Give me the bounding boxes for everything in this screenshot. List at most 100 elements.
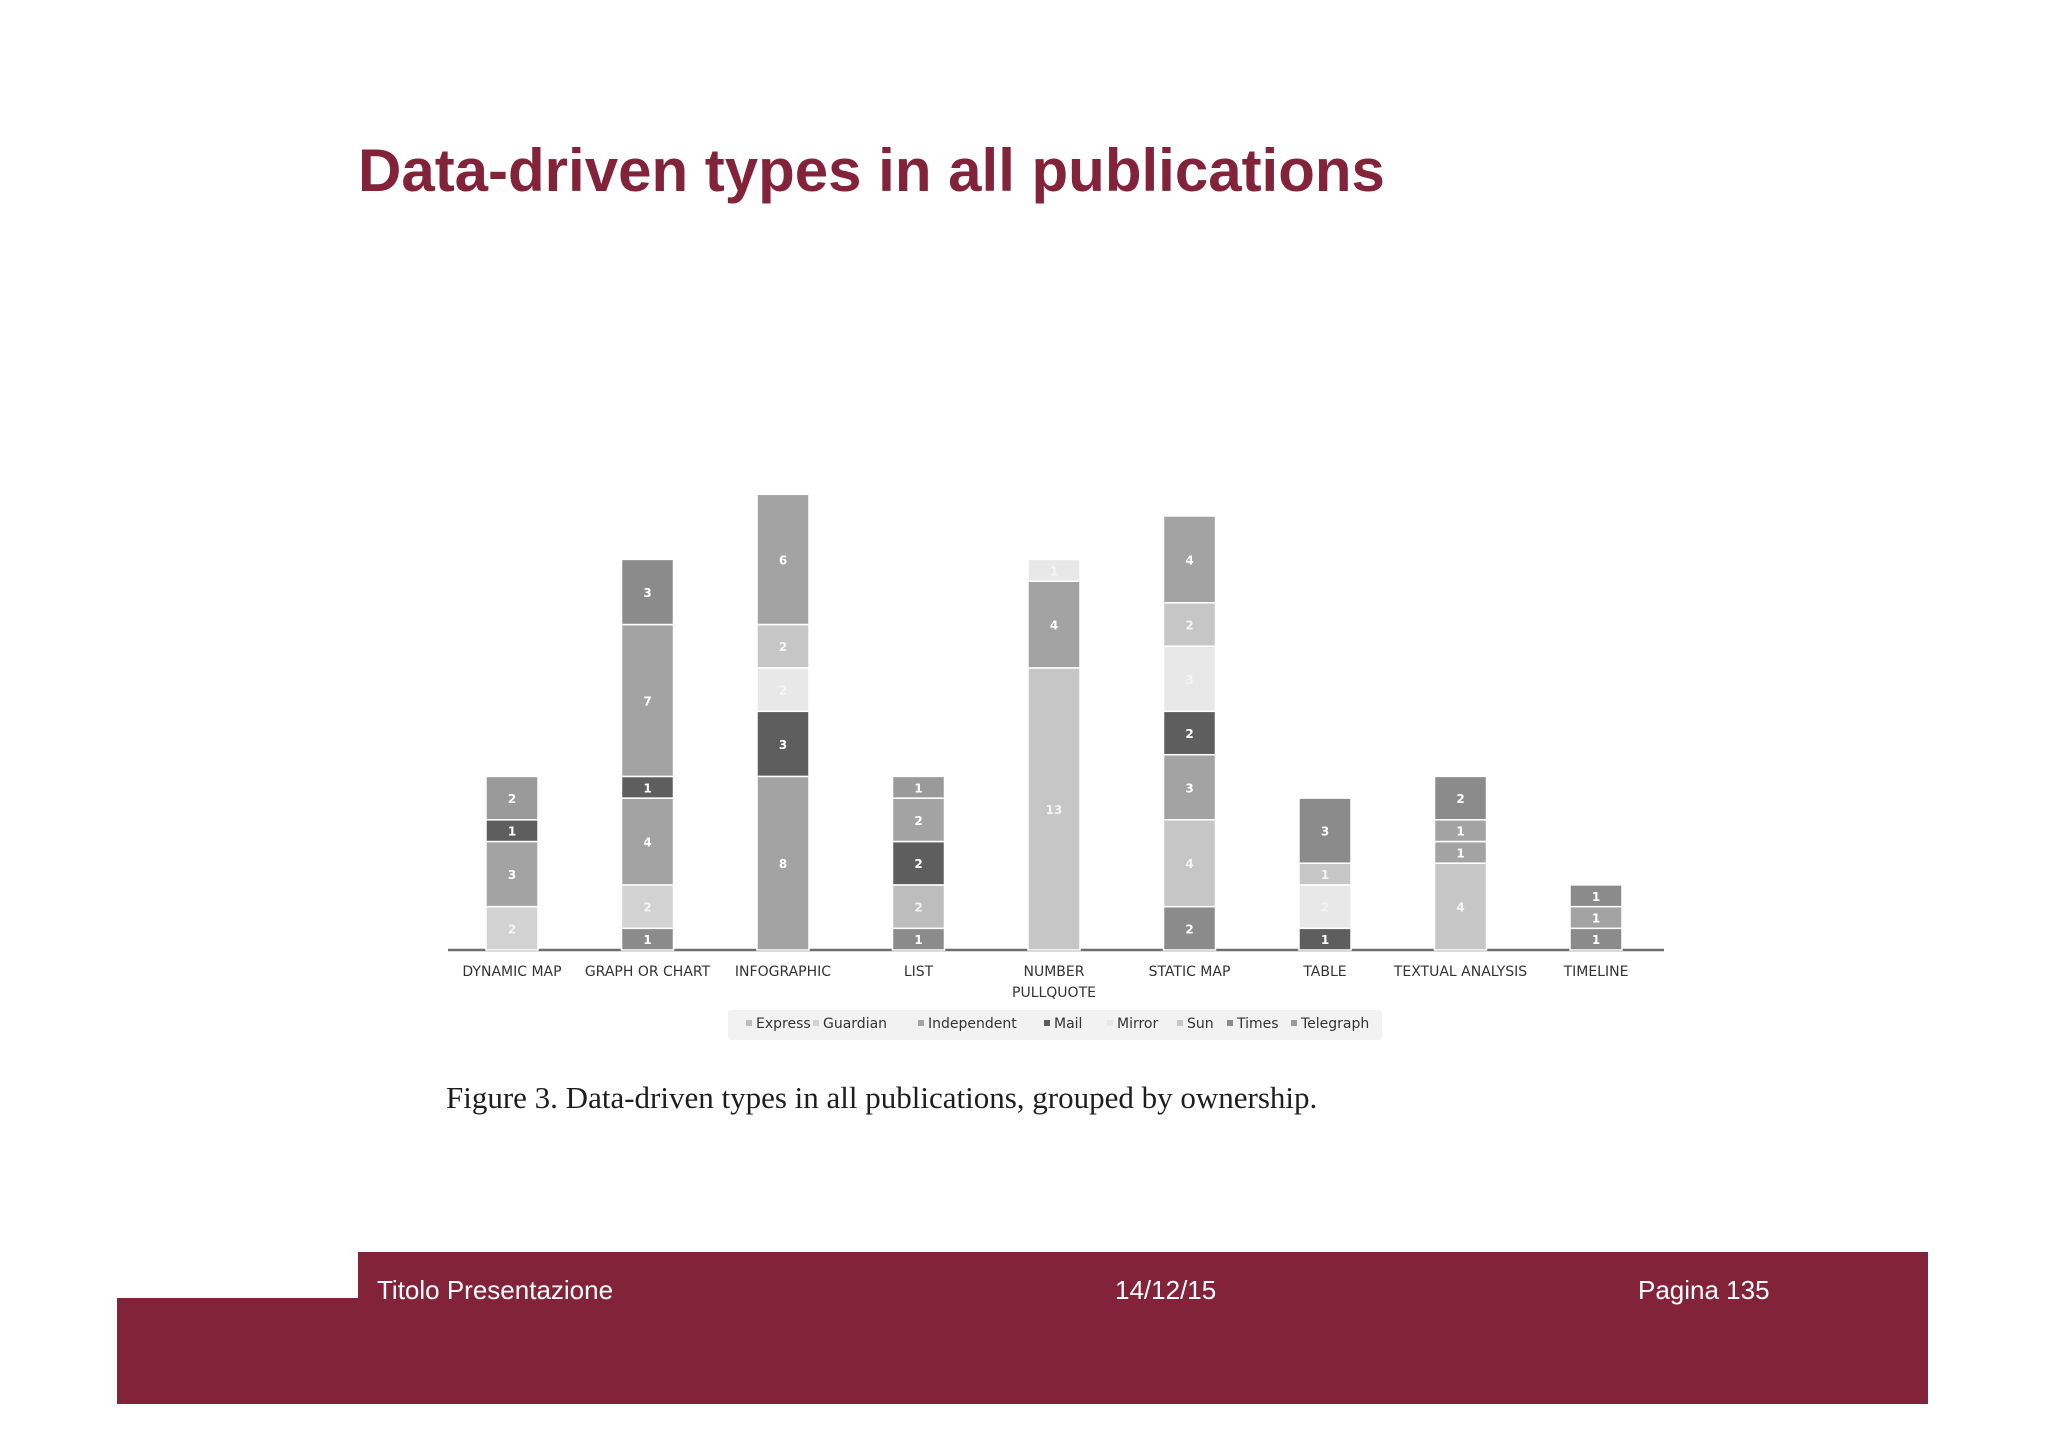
data-label: 2: [508, 792, 516, 806]
data-label: 2: [643, 901, 651, 915]
bar-segment: [891, 884, 946, 930]
bar-segment: [620, 884, 675, 930]
data-label: 2: [914, 814, 922, 828]
data-label: 1: [1592, 933, 1600, 947]
bar-segment: [891, 775, 946, 799]
legend-item: Times: [1236, 1016, 1279, 1032]
data-label: 2: [779, 640, 787, 654]
bar-segment: [1162, 515, 1217, 604]
bar-segment: [1298, 797, 1352, 864]
bar-segment: [1027, 558, 1081, 582]
data-label: 2: [1185, 619, 1193, 633]
data-label: 4: [1185, 857, 1193, 871]
legend-item: Guardian: [823, 1016, 887, 1032]
data-label: 1: [508, 825, 516, 839]
legend-swatch: [1227, 1020, 1233, 1026]
legend-box: [728, 1010, 1382, 1040]
data-label: 8: [779, 857, 787, 871]
legend-swatch: [1107, 1020, 1113, 1026]
data-label: 2: [914, 857, 922, 871]
legend-swatch: [1177, 1020, 1183, 1026]
bar-segment: [485, 775, 539, 821]
bar-segment: [1569, 884, 1623, 908]
bar-segment: [1027, 580, 1081, 669]
data-label: 7: [643, 694, 651, 708]
data-label: 13: [1046, 803, 1063, 817]
bar-segment: [620, 623, 675, 778]
bar-segment: [485, 840, 539, 908]
x-tick-label: TIMELINE: [1563, 964, 1629, 980]
legend-item: Mirror: [1117, 1016, 1158, 1032]
legend-swatch: [746, 1020, 752, 1026]
data-label: 3: [1185, 673, 1193, 687]
bar-segment: [485, 905, 539, 951]
data-label: 2: [779, 684, 787, 698]
data-label: 1: [1592, 890, 1600, 904]
bar-segment: [1433, 775, 1488, 821]
x-tick-label: STATIC MAP: [1149, 964, 1231, 980]
x-tick-label: GRAPH OR CHART: [585, 964, 711, 980]
bar-segment: [620, 797, 675, 886]
footer-bar-extension: [117, 1298, 358, 1404]
bar-segment: [756, 667, 810, 713]
x-tick-label: INFOGRAPHIC: [735, 964, 831, 980]
figure-caption: Figure 3. Data-driven types in all publi…: [446, 1080, 1318, 1115]
legend-item: Telegraph: [1300, 1016, 1369, 1032]
data-label: 3: [643, 586, 651, 600]
data-label: 2: [508, 922, 516, 936]
data-label: 3: [779, 738, 787, 752]
legend-swatch: [918, 1020, 924, 1026]
legend-swatch: [813, 1020, 819, 1026]
x-tick-label: NUMBER: [1024, 964, 1085, 980]
bar-segment: [1162, 819, 1217, 908]
data-label: 1: [1321, 868, 1329, 882]
data-label: 1: [643, 781, 651, 795]
x-tick-label: LIST: [904, 964, 934, 980]
legend-item: Mail: [1054, 1016, 1082, 1032]
data-label: 2: [1185, 727, 1193, 741]
data-label: 1: [1592, 911, 1600, 925]
data-label: 4: [1185, 553, 1193, 567]
data-label: 1: [1321, 933, 1329, 947]
data-label: 1: [1456, 825, 1464, 839]
data-label: 4: [643, 836, 651, 850]
x-tick-label: DYNAMIC MAP: [462, 964, 561, 980]
data-label: 3: [1185, 781, 1193, 795]
legend-item: Express: [756, 1016, 811, 1032]
footer-presentation-title: Titolo Presentazione: [377, 1275, 614, 1305]
bar-segment: [891, 797, 946, 843]
bar-segment: [756, 623, 810, 669]
bar-segment: [891, 840, 946, 886]
x-tick-label: PULLQUOTE: [1012, 985, 1096, 1001]
data-label: 4: [1456, 901, 1464, 915]
data-label: 2: [1321, 901, 1329, 915]
bar-segment: [1162, 905, 1217, 951]
bar-segment: [756, 493, 810, 626]
data-label: 2: [1185, 922, 1193, 936]
bar-segment: [620, 558, 675, 626]
legend-item: Sun: [1187, 1016, 1214, 1032]
x-tick-label: TABLE: [1302, 964, 1346, 980]
legend-swatch: [1291, 1020, 1297, 1026]
bar-segment: [1162, 602, 1217, 647]
bar-segment: [1433, 862, 1488, 951]
legend-item: Independent: [928, 1016, 1017, 1032]
bar-segment: [756, 775, 810, 951]
x-tick-label: TEXTUAL ANALYSIS: [1393, 964, 1528, 980]
footer-bar: [358, 1252, 1928, 1404]
bar-segment: [1298, 884, 1352, 930]
data-label: 6: [779, 553, 787, 567]
data-label: 3: [508, 868, 516, 882]
data-label: 3: [1321, 825, 1329, 839]
data-label: 1: [1050, 564, 1058, 578]
bar-segment: [1162, 645, 1217, 713]
chart-canvas: 2 3 1 2 DYNAMIC MAP 1 2 4 1 7 3 GRAPH OR CHART 8 3 2 2 6…: [448, 493, 1664, 1040]
bar-segment: [756, 710, 810, 778]
footer-date: 14/12/15: [1115, 1275, 1217, 1305]
data-label: 1: [643, 933, 651, 947]
data-label: 1: [914, 781, 922, 795]
stacked-bar-chart: 2 3 1 2 DYNAMIC MAP 1 2 4 1 7 3 GRAPH OR CHART 8 3 2 2 6…: [440, 480, 1700, 1080]
data-label: 1: [1456, 846, 1464, 860]
slide-title: Data-driven types in all publications: [358, 137, 1385, 204]
legend-swatch: [1044, 1020, 1050, 1026]
